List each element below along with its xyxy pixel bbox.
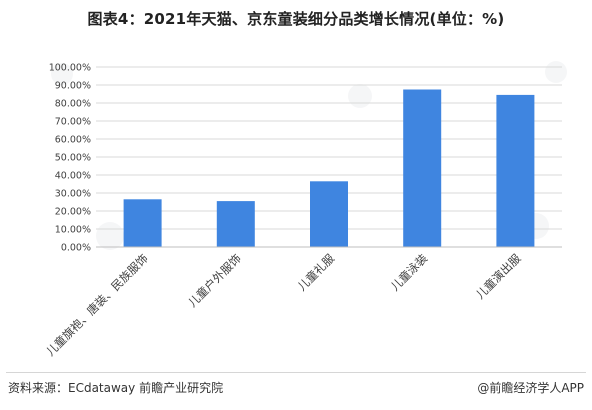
bar bbox=[403, 89, 442, 247]
credit-note: @前瞻经济学人APP bbox=[477, 381, 584, 395]
y-tick-label: 10.00% bbox=[55, 225, 91, 236]
bar bbox=[496, 94, 535, 248]
watermark-logo-icon bbox=[545, 61, 567, 83]
y-tick-label: 30.00% bbox=[55, 189, 91, 200]
x-axis-labels: 儿童旗袍、唐装、民族服饰 儿童户外服饰 儿童礼服 儿童泳装 儿童演出服 bbox=[43, 251, 524, 359]
bar bbox=[216, 201, 255, 247]
x-tick-label: 儿童演出服 bbox=[473, 251, 524, 302]
x-tick-label: 儿童旗袍、唐装、民族服饰 bbox=[43, 251, 150, 358]
y-tick-label: 0.00% bbox=[61, 243, 91, 254]
bar bbox=[123, 199, 162, 247]
watermark-logo-icon bbox=[96, 222, 124, 250]
y-tick-label: 50.00% bbox=[55, 153, 91, 164]
y-tick-label: 70.00% bbox=[55, 117, 91, 128]
footer-divider bbox=[6, 372, 586, 373]
x-tick-label: 儿童泳装 bbox=[388, 251, 431, 294]
y-tick-label: 60.00% bbox=[55, 135, 91, 146]
y-tick-label: 20.00% bbox=[55, 207, 91, 218]
bar bbox=[310, 181, 348, 247]
x-tick-label: 儿童礼服 bbox=[295, 251, 338, 294]
y-tick-label: 80.00% bbox=[55, 99, 91, 110]
y-tick-label: 100.00% bbox=[49, 63, 91, 74]
y-tick-label: 90.00% bbox=[55, 81, 91, 92]
watermark-logo-icon bbox=[348, 84, 372, 108]
watermark-logo-icon bbox=[51, 63, 73, 85]
x-tick-label: 儿童户外服饰 bbox=[185, 251, 244, 310]
y-axis-ticks: 0.00% 10.00% 20.00% 30.00% 40.00% 50.00% 60.00… bbox=[49, 63, 91, 254]
y-tick-label: 40.00% bbox=[55, 171, 91, 182]
bars bbox=[123, 89, 535, 248]
source-note: 资料来源：ECdataway 前瞻产业研究院 bbox=[8, 381, 224, 395]
chart-title: 图表4：2021年天猫、京东童装细分品类增长情况(单位：%) bbox=[87, 10, 505, 28]
